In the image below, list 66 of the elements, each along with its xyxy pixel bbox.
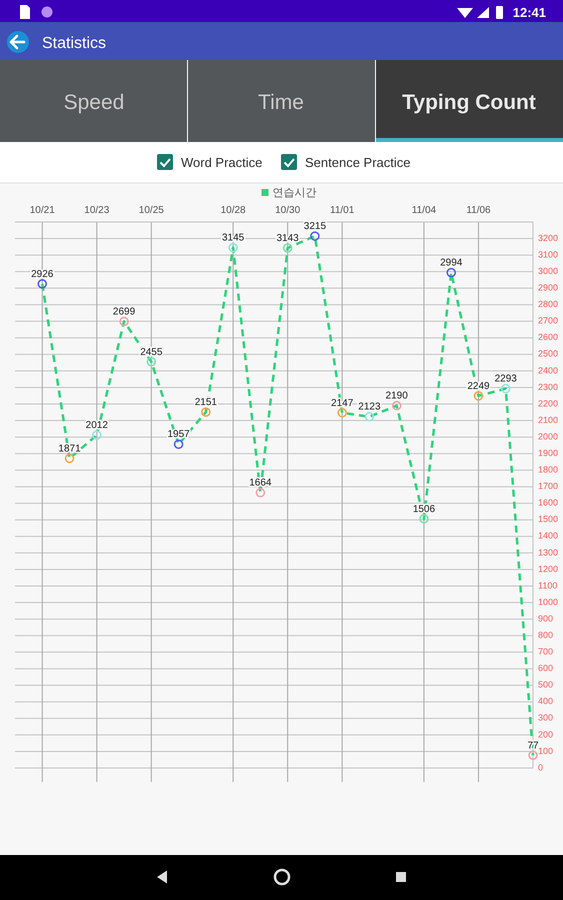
y-tick-label: 1700	[538, 481, 558, 492]
status-time-label: 12:41	[512, 5, 546, 20]
y-tick-label: 2800	[538, 299, 558, 310]
y-tick-label: 1200	[538, 564, 558, 574]
y-tick-label: 1900	[538, 448, 558, 458]
x-tick-label: 10/28	[220, 205, 246, 216]
checkbox-label: Sentence Practice	[305, 155, 411, 170]
x-tick-label: 10/21	[30, 205, 55, 216]
data-label: 2147	[331, 398, 354, 409]
tab-label: Time	[258, 91, 304, 114]
x-tick-label: 11/01	[330, 205, 354, 216]
y-tick-label: 2200	[538, 398, 558, 408]
data-label: 2293	[494, 374, 517, 385]
y-tick-label: 1300	[538, 547, 558, 558]
y-tick-label: 0	[538, 762, 544, 772]
y-tick-label: 1800	[538, 464, 558, 475]
y-tick-label: 2300	[538, 382, 558, 392]
title: Statistics	[42, 35, 106, 52]
y-tick-label: 3000	[538, 266, 558, 276]
data-label: 3143	[276, 232, 299, 244]
y-tick-label: 2900	[538, 282, 558, 293]
y-tick-label: 600	[538, 663, 554, 674]
y-tick-label: 1500	[538, 514, 558, 524]
y-tick-label: 800	[538, 630, 554, 640]
y-tick-label: 300	[538, 712, 554, 723]
data-label: 2012	[86, 420, 108, 432]
y-tick-label: 2000	[538, 431, 558, 442]
data-label: 2455	[140, 346, 162, 358]
tab-label: Speed	[64, 91, 124, 114]
y-tick-label: 3200	[538, 232, 558, 243]
data-label: 2699	[112, 306, 136, 318]
y-tick-label: 900	[538, 613, 554, 624]
data-label: 2249	[467, 380, 490, 392]
y-tick-label: 1400	[538, 530, 558, 541]
y-tick-label: 2400	[538, 365, 558, 376]
x-tick-label: 10/25	[138, 205, 164, 216]
y-tick-label: 2100	[538, 414, 558, 425]
tab-label-selected: Typing Count	[402, 91, 536, 114]
y-tick-label: 100	[538, 746, 554, 756]
x-tick-label: 11/06	[466, 205, 491, 216]
data-label: 2190	[386, 390, 408, 402]
legend-label: 연습시간	[272, 186, 316, 199]
y-tick-label: 200	[538, 729, 554, 740]
y-tick-label: 3100	[538, 249, 558, 260]
data-label: 2123	[358, 402, 381, 413]
data-label: 3145	[222, 232, 244, 244]
data-label: 2994	[440, 258, 462, 269]
y-tick-label: 400	[538, 696, 554, 706]
x-tick-label: 11/04	[412, 205, 436, 216]
y-tick-label: 500	[538, 680, 554, 690]
y-tick-label: 1000	[538, 596, 558, 607]
data-label: 2151	[194, 397, 217, 408]
y-tick-label: 2600	[538, 332, 558, 342]
data-label: 3215	[304, 221, 326, 232]
y-tick-label: 2500	[538, 348, 558, 359]
data-label: 1664	[249, 478, 272, 489]
data-label: 1957	[167, 429, 190, 440]
checkbox-label: Word Practice	[181, 155, 262, 170]
y-tick-label: 2700	[538, 316, 558, 326]
x-tick-label: 10/30	[275, 205, 300, 216]
x-tick-label: 10/23	[84, 205, 110, 216]
y-tick-label: 1600	[538, 498, 558, 508]
y-tick-label: 1100	[538, 580, 558, 590]
data-label: 1871	[58, 443, 81, 454]
y-tick-label: 700	[538, 646, 554, 657]
data-label: 2926	[31, 268, 54, 280]
